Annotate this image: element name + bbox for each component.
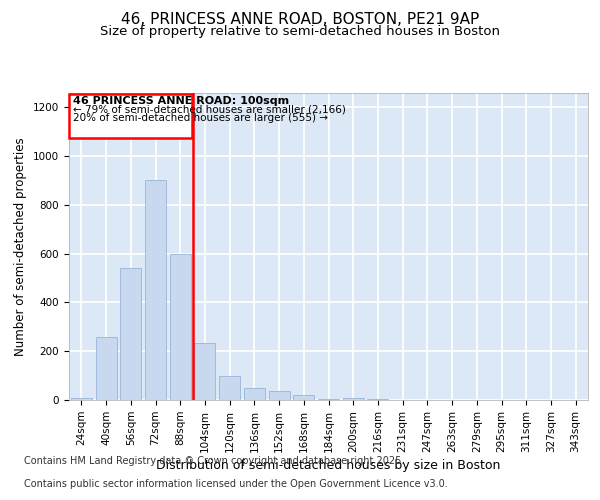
Bar xyxy=(219,376,240,400)
Bar xyxy=(95,336,116,400)
Text: 20% of semi-detached houses are larger (555) →: 20% of semi-detached houses are larger (… xyxy=(73,113,328,123)
FancyBboxPatch shape xyxy=(70,94,192,138)
Text: Contains HM Land Registry data © Crown copyright and database right 2025.: Contains HM Land Registry data © Crown c… xyxy=(24,456,404,466)
Bar xyxy=(145,180,166,400)
Text: Contains public sector information licensed under the Open Government Licence v3: Contains public sector information licen… xyxy=(24,479,448,489)
Bar xyxy=(194,342,215,400)
Text: ← 79% of semi-detached houses are smaller (2,166): ← 79% of semi-detached houses are smalle… xyxy=(73,104,346,115)
Bar xyxy=(293,395,314,400)
X-axis label: Distribution of semi-detached houses by size in Boston: Distribution of semi-detached houses by … xyxy=(157,459,500,472)
Bar xyxy=(120,268,141,400)
Bar xyxy=(269,392,290,400)
Bar xyxy=(170,254,191,400)
Text: 46, PRINCESS ANNE ROAD, BOSTON, PE21 9AP: 46, PRINCESS ANNE ROAD, BOSTON, PE21 9AP xyxy=(121,12,479,28)
Bar xyxy=(318,399,339,400)
Text: Size of property relative to semi-detached houses in Boston: Size of property relative to semi-detach… xyxy=(100,25,500,38)
Y-axis label: Number of semi-detached properties: Number of semi-detached properties xyxy=(14,137,28,356)
Bar xyxy=(343,398,364,400)
Text: 46 PRINCESS ANNE ROAD: 100sqm: 46 PRINCESS ANNE ROAD: 100sqm xyxy=(73,96,289,106)
Bar xyxy=(244,388,265,400)
Bar xyxy=(367,399,388,400)
Bar xyxy=(71,398,92,400)
